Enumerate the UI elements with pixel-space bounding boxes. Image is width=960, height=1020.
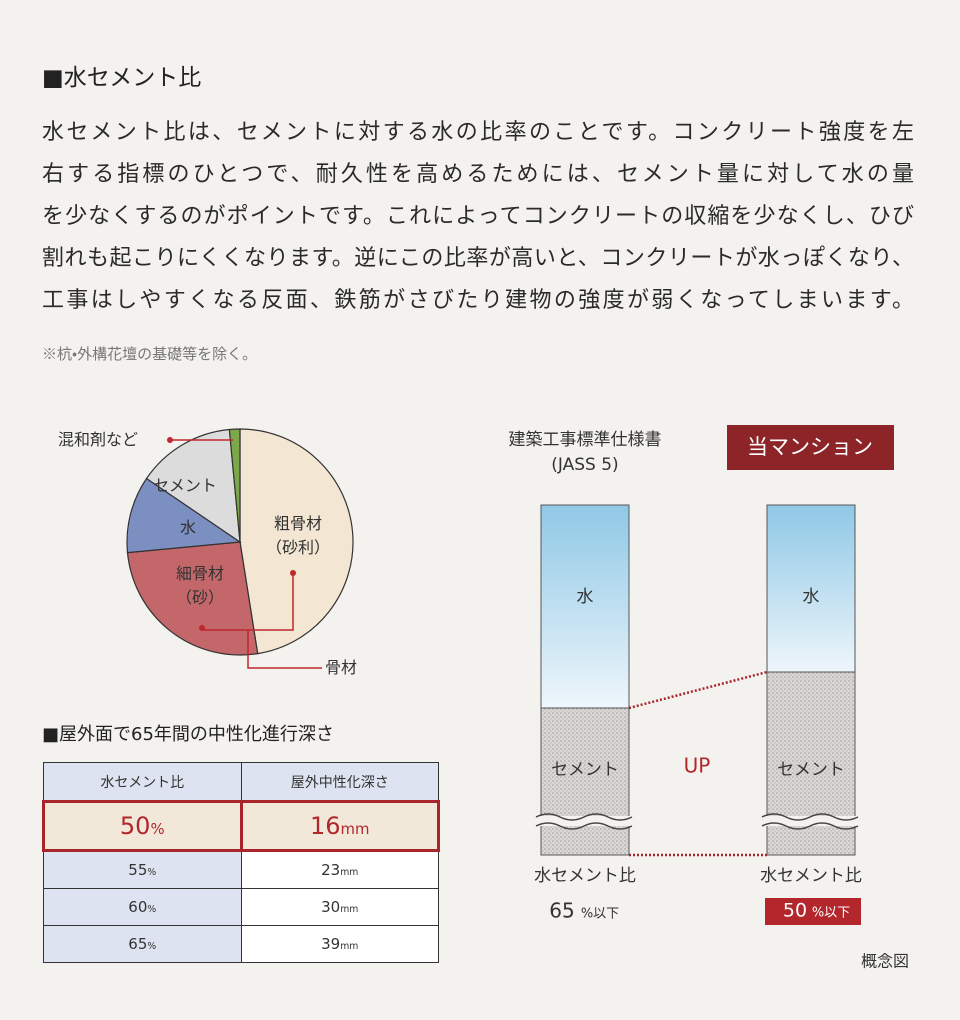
cell-value: 65 xyxy=(128,935,148,953)
up-label: UP xyxy=(684,754,711,778)
ratio-unit: %以下 xyxy=(812,906,850,921)
cell-value: 60 xyxy=(128,898,148,916)
pie-slice xyxy=(126,477,242,554)
table-cell: 30mm xyxy=(240,888,439,926)
pie-slice xyxy=(126,541,259,656)
text-line: 割れも起こりにくくなります。逆にこの比率が高いと、コンクリートが水っぽくなり、 xyxy=(42,246,914,271)
title: ■水セメント比 xyxy=(42,65,202,91)
compare-lines xyxy=(628,670,768,857)
standard-subtitle: (JASS 5) xyxy=(551,455,618,475)
caption: 概念図 xyxy=(861,952,909,971)
text-line: 右する指標のひとつで、耐久性を高めるためには、セメント量に対して水の量 xyxy=(42,162,914,187)
header-cell: 水セメント比 xyxy=(43,762,242,802)
water-label: 水 xyxy=(803,587,820,607)
dot xyxy=(290,570,296,576)
header-row: 水セメント比 屋外中性化深さ xyxy=(43,762,439,802)
break xyxy=(535,813,633,830)
cement-label: セメント xyxy=(551,760,619,780)
text-line: 水セメント比は、セメントに対する水の比率のことです。コンクリート強度を左 xyxy=(42,120,914,145)
table-cell: 65% xyxy=(43,925,242,963)
pie-label: 粗骨材 （砂利） xyxy=(265,514,330,557)
table-cell: 39mm xyxy=(240,925,439,963)
ours-title: 当マンション xyxy=(747,435,873,459)
dotted-line xyxy=(628,670,768,710)
table-title: ■屋外面で65年間の中性化進行深さ xyxy=(42,724,334,745)
break xyxy=(761,813,859,830)
cell-value: 23 xyxy=(321,861,341,879)
table-row: 65% 39mm xyxy=(43,925,439,963)
cell-value: 55 xyxy=(128,861,148,879)
paragraph: 水セメント比は、セメントに対する水の比率のことです。コンクリート強度を左 右する… xyxy=(42,112,914,322)
cell-unit: mm xyxy=(340,820,370,838)
ratio-unit: %以下 xyxy=(581,907,619,922)
table-cell: 50% xyxy=(42,800,243,852)
water-label: 水 xyxy=(577,587,594,607)
cell-unit: % xyxy=(150,820,165,838)
ratio-value: 50 xyxy=(783,900,807,922)
ratio-label: 水セメント比 xyxy=(760,866,862,886)
text-line: 工事はしやすくなる反面、鉄筋がさびたり建物の強度が弱くなってしまいます。 xyxy=(42,288,914,313)
cell-value: 39 xyxy=(321,935,341,953)
dot xyxy=(167,437,173,443)
cell-unit: mm xyxy=(340,904,359,915)
table: 水セメント比 屋外中性化深さ 50% 16mm 55% 23mm 60% 30mm 65% 3… xyxy=(42,762,440,963)
water-column xyxy=(540,504,630,709)
cell-value: 16 xyxy=(309,812,341,840)
pie xyxy=(126,428,354,656)
label-box xyxy=(765,898,861,925)
table-cell: 23mm xyxy=(240,850,439,889)
table-cell: 16mm xyxy=(239,800,440,852)
table-cell: 60% xyxy=(43,888,242,926)
leader xyxy=(247,630,322,669)
cell-unit: mm xyxy=(340,867,359,878)
break-gap xyxy=(536,816,634,826)
cell-value: 50 xyxy=(119,812,151,840)
table-cell: 55% xyxy=(43,850,242,889)
standard-title: 建築工事標準仕様書 xyxy=(509,430,662,450)
leader-dots xyxy=(167,437,296,631)
pie-label: 細骨材 （砂） xyxy=(175,564,224,607)
cement-column xyxy=(540,707,630,856)
ratio-label: 水セメント比 xyxy=(534,866,636,886)
cell-unit: mm xyxy=(340,941,359,952)
table-row: 50% 16mm xyxy=(42,800,440,852)
ratio-value: 65 xyxy=(549,899,574,923)
break-marks xyxy=(535,813,860,830)
pie-label: セメント xyxy=(153,476,217,495)
table-body: 水セメント比 屋外中性化深さ 50% 16mm 55% 23mm 60% 30mm 65% 3… xyxy=(42,762,440,963)
water-column xyxy=(766,504,856,673)
break-gap xyxy=(762,816,860,826)
pie-slice xyxy=(228,428,241,543)
cell-unit: % xyxy=(147,941,157,952)
pie-slice xyxy=(239,428,354,655)
table-row: 55% 23mm xyxy=(43,850,439,889)
pie-slice xyxy=(145,428,241,544)
annotation: 骨材 xyxy=(325,658,358,677)
dot xyxy=(199,625,205,631)
cell-value: 30 xyxy=(321,898,341,916)
text-line: を少なくするのがポイントです。これによってコンクリートの収縮を少なくし、ひび xyxy=(42,204,914,229)
cell-unit: % xyxy=(147,904,157,915)
note: ※杭・外構花壇の基礎等を除く。 xyxy=(42,345,258,363)
table-row: 60% 30mm xyxy=(43,888,439,926)
cement-label: セメント xyxy=(777,760,845,780)
label-box xyxy=(727,425,894,470)
pie-label: 水 xyxy=(179,518,196,537)
header-cell: 屋外中性化深さ xyxy=(240,762,439,802)
cell-unit: % xyxy=(147,867,157,878)
pie-label: 混和剤など xyxy=(58,430,139,449)
